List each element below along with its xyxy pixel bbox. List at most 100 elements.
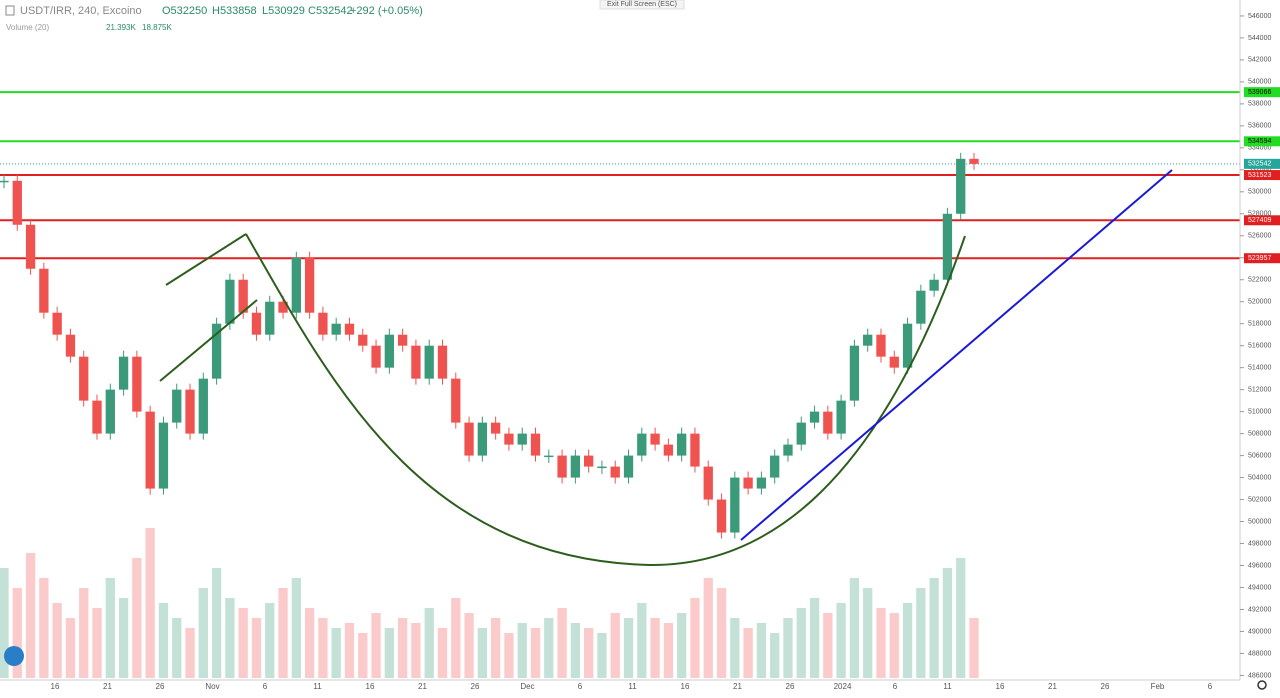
candle-body — [530, 433, 541, 456]
volume-bar — [557, 608, 567, 678]
candle-body — [916, 290, 926, 324]
level-label: 527409 — [1248, 217, 1271, 224]
volume-bar — [118, 598, 129, 678]
volume-bar — [451, 598, 461, 678]
x-tick-label: 26 — [156, 682, 165, 691]
level-tag — [1244, 87, 1280, 98]
last-price-tag — [1244, 158, 1280, 169]
x-tick-label: Feb — [1151, 682, 1165, 691]
volume-bar — [145, 528, 155, 678]
exit-button[interactable] — [599, 0, 685, 10]
x-tick-label: Nov — [205, 682, 219, 691]
candle-body — [411, 345, 421, 379]
volume-bar — [530, 628, 541, 678]
volume-bar — [265, 603, 275, 678]
volume-bar — [504, 633, 514, 678]
y-tick-label: 540000 — [1248, 79, 1271, 86]
y-tick-label: 542000 — [1248, 57, 1271, 64]
volume-bar — [517, 623, 527, 678]
logo[interactable] — [4, 646, 24, 666]
candle-body — [238, 279, 248, 313]
volume-bar — [610, 613, 620, 678]
volume-bar — [544, 618, 554, 678]
volume-bar — [889, 613, 899, 678]
y-tick-label: 498000 — [1248, 540, 1271, 547]
volume-bar — [411, 623, 421, 678]
x-tick-label: 16 — [51, 682, 60, 691]
x-tick-label: 2024 — [834, 682, 852, 691]
volume-bar — [225, 598, 235, 678]
volume-bar — [809, 598, 820, 678]
price-axis — [1240, 0, 1280, 693]
candle-body — [490, 422, 501, 434]
volume-bar — [172, 618, 182, 678]
y-tick-label: 526000 — [1248, 233, 1271, 240]
candle-body — [610, 466, 620, 478]
x-tick-label: Dec — [520, 682, 534, 691]
volume-bar — [902, 603, 913, 678]
volume-bar — [916, 588, 926, 678]
candle-body — [371, 345, 381, 368]
candle-body — [584, 455, 594, 467]
candle-body — [185, 389, 195, 434]
volume-bar — [158, 603, 169, 678]
level-tag — [1244, 215, 1280, 226]
volume-bar — [770, 633, 780, 678]
volume-bar — [969, 618, 979, 678]
volume-bar — [65, 618, 76, 678]
candle-body — [637, 433, 647, 456]
volume-bar — [12, 588, 22, 678]
volume-bar — [663, 623, 674, 678]
candle-body — [557, 455, 567, 478]
y-tick-label: 520000 — [1248, 299, 1271, 306]
x-tick-label: 6 — [1208, 682, 1213, 691]
volume-bar — [384, 628, 394, 678]
candle-body — [597, 466, 607, 469]
candle-body — [809, 411, 820, 423]
y-tick-label: 534000 — [1248, 145, 1271, 152]
x-tick-label: 26 — [471, 682, 480, 691]
candle-body — [623, 455, 634, 478]
volume-bar — [185, 628, 195, 678]
volume-bar — [637, 603, 647, 678]
volume-layer — [0, 528, 979, 678]
candle-body — [225, 279, 235, 324]
candle-body — [849, 345, 860, 401]
volume-title: Volume (20) — [6, 23, 49, 32]
y-tick-label: 528000 — [1248, 211, 1271, 218]
exit-text[interactable]: Exit Full Screen (ESC) — [607, 1, 677, 8]
volume-bar — [876, 608, 886, 678]
candle-body — [424, 345, 434, 379]
y-tick-label: 510000 — [1248, 408, 1271, 415]
candle-body — [863, 334, 873, 346]
volume-bar — [863, 588, 873, 678]
y-tick-label: 492000 — [1248, 606, 1271, 613]
volume-bar — [570, 623, 581, 678]
y-tick-label: 506000 — [1248, 452, 1271, 459]
volume-bar — [79, 588, 89, 678]
volume-bar — [278, 588, 288, 678]
candle-body — [158, 422, 169, 489]
collapse-icon[interactable] — [5, 5, 15, 16]
candle-body — [690, 433, 700, 467]
y-tick-label: 516000 — [1248, 343, 1271, 350]
candle-body — [544, 455, 554, 458]
y-tick-label: 530000 — [1248, 189, 1271, 196]
x-tick-label: 21 — [733, 682, 742, 691]
candle-body — [783, 444, 793, 456]
candle-body — [265, 301, 275, 335]
x-tick-label: 11 — [943, 682, 952, 691]
volume-bar — [437, 628, 448, 678]
y-tick-label: 488000 — [1248, 650, 1271, 657]
volume-bar — [836, 603, 846, 678]
candle-body — [889, 356, 899, 368]
volume-bar — [52, 603, 62, 678]
candle-body — [251, 312, 262, 335]
volume-bar — [677, 613, 687, 678]
settings-icon[interactable] — [1257, 680, 1267, 690]
candle-body — [12, 180, 22, 225]
x-tick-label: 16 — [366, 682, 375, 691]
volume-bar — [623, 618, 634, 678]
volume-bar — [490, 618, 501, 678]
